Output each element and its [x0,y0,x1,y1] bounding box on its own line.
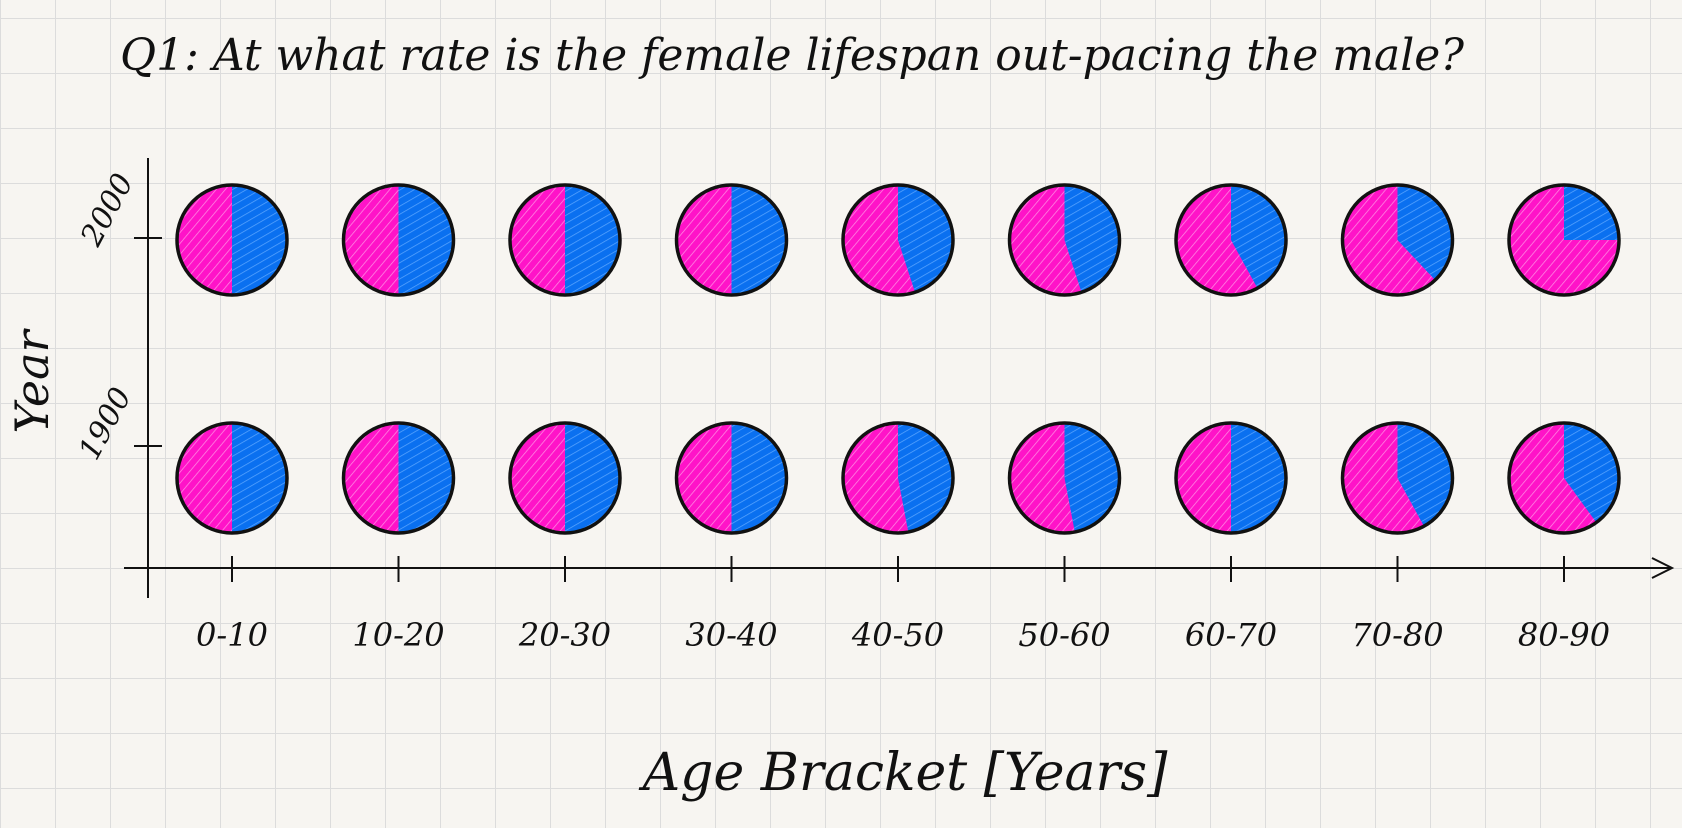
pie-outline [1174,183,1288,297]
y-tick-label-2000: 2000 [74,168,141,253]
pie-2000-70-80 [1340,183,1455,297]
pie-male-slice [1231,423,1286,533]
chart-title: Q1: At what rate is the female lifespan … [120,30,1464,81]
pie-male-slice [232,185,287,295]
pie-1900-10-20 [341,421,456,535]
pie-male-slice [1064,185,1120,293]
y-tick-label-1900: 1900 [72,382,139,466]
pie-male-slice [1564,185,1619,240]
pie-male-slice [565,185,620,295]
pie-2000-60-70 [1174,183,1288,297]
x-tick-label-30-40: 30-40 [685,616,777,654]
pie-male-slice [1231,185,1286,289]
pie-1900-40-50 [841,421,955,535]
pie-2000-80-90 [1507,183,1621,297]
pie-male-slice [731,185,787,295]
pie-male-slice [898,185,953,293]
pie-2000-10-20 [341,183,456,297]
pie-male-slice [1397,423,1453,527]
pie-outline [1507,421,1621,535]
pie-1900-30-40 [674,421,789,535]
pie-outline [341,421,456,535]
pie-2000-0-10 [175,183,289,297]
pie-outline [1007,183,1122,297]
pie-male-slice [898,423,954,533]
pie-1900-60-70 [1174,421,1288,535]
x-tick-label-70-80: 70-80 [1351,616,1443,654]
pie-male-slice [1064,423,1120,533]
pie-male-slice [232,423,287,533]
x-tick-label-80-90: 80-90 [1518,616,1610,654]
y-axis-label: Year [5,327,59,433]
pie-male-slice [1564,423,1619,523]
pie-1900-70-80 [1340,421,1455,535]
pie-outline [1507,183,1621,297]
pie-outline [508,421,622,535]
x-tick-label-0-10: 0-10 [196,616,268,654]
pie-outline [175,421,289,535]
pie-1900-50-60 [1007,421,1122,535]
pie-outline [674,183,789,297]
pie-male-slice [565,423,620,533]
pie-2000-20-30 [508,183,622,297]
pie-outline [175,183,289,297]
pie-male-slice [398,185,454,295]
x-tick-label-50-60: 50-60 [1018,616,1110,654]
x-axis-arrowhead [1651,557,1675,579]
pie-1900-80-90 [1507,421,1621,535]
pie-outline [674,421,789,535]
x-axis-label: Age Bracket [Years] [639,743,1168,803]
pie-group [175,183,1621,535]
pie-outline [341,183,456,297]
pie-outline [1340,183,1455,297]
x-tick-label-10-20: 10-20 [352,616,444,654]
x-tick-label-40-50: 40-50 [851,616,944,654]
pie-2000-30-40 [674,183,789,297]
pie-outline [841,183,955,297]
x-tick-label-20-30: 20-30 [518,616,611,654]
x-tick-label-60-70: 60-70 [1185,616,1277,654]
pie-male-slice [398,423,454,533]
pie-male-slice [1397,184,1453,281]
pie-2000-40-50 [841,183,955,297]
pie-outline [1007,421,1122,535]
pie-2000-50-60 [1007,183,1122,297]
x-ticks-group: 0-10 10-20 20-30 30-40 40-50 50-60 60-70 70-80 8… [196,556,1610,654]
pie-outline [841,421,955,535]
pie-outline [508,183,622,297]
pie-1900-0-10 [175,421,289,535]
pie-outline [1174,421,1288,535]
pie-1900-20-30 [508,421,622,535]
pie-outline [1340,421,1455,535]
pie-male-slice [731,423,787,533]
